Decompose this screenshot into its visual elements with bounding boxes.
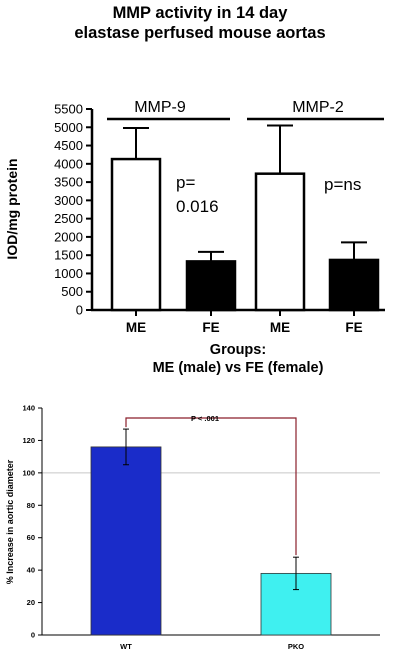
bottom-chart: % Increase in aortic diameter 0 20 40 60 80 1… [5,404,380,651]
top-y-tick-label: 2000 [54,229,83,244]
bottom-x-tick-label: WT [120,642,132,651]
top-chart-x-axis-label-line1: Groups: [210,342,266,358]
significance-annotation: P < .001 [191,414,219,423]
top-chart-y-axis-label: IOD/mg protein [4,158,20,259]
bottom-y-tick-label: 100 [22,468,35,477]
top-x-tick-label: FE [202,320,219,335]
top-y-tick-label: 5000 [54,120,83,135]
top-bar-3 [328,258,380,312]
top-y-tick-label: 500 [61,284,83,299]
group-label-mmp2: MMP-2 [292,99,344,116]
bottom-chart-bars [90,428,332,636]
bottom-chart-x-ticks: WT PKO [120,642,304,651]
bottom-y-tick-label: 80 [27,501,35,510]
bottom-bar-0 [90,446,162,636]
bottom-y-tick-label: 0 [31,631,35,640]
top-chart-title-line2: elastase perfused mouse aortas [74,24,325,42]
top-bar-0 [110,157,162,312]
top-chart-bars [110,124,380,312]
top-y-tick-label: 0 [76,303,83,318]
bottom-chart-y-ticks: 0 20 40 60 80 100 120 140 [22,404,42,640]
top-y-tick-label: 3000 [54,193,83,208]
top-y-tick-label: 2500 [54,211,83,226]
significance-bracket [125,417,297,556]
top-x-tick-label: ME [126,320,146,335]
annotation-mmp9-line1: p= [176,173,195,192]
top-chart-y-ticks: 0 500 1000 1500 2000 2500 3000 3500 4000 4500 5000… [54,102,92,318]
top-x-tick-label: FE [345,320,362,335]
top-bar-1 [185,260,237,312]
bottom-y-tick-label: 60 [27,533,35,542]
top-bar-2 [254,172,306,312]
top-chart-title-line1: MMP activity in 14 day [113,4,289,22]
top-y-tick-label: 5500 [54,102,83,117]
top-chart-x-axis-label-line2: ME (male) vs FE (female) [153,360,324,376]
bottom-y-tick-label: 20 [27,598,35,607]
bottom-y-tick-label: 120 [22,436,35,445]
bottom-chart-y-axis-label: % Increase in aortic diameter [5,459,15,584]
bottom-y-tick-label: 140 [22,404,35,413]
top-y-tick-label: 4500 [54,138,83,153]
annotation-mmp2: p=ns [324,175,361,194]
annotation-mmp9-line2: 0.016 [176,197,219,216]
top-x-tick-label: ME [270,320,290,335]
top-y-tick-label: 1500 [54,248,83,263]
top-chart-x-ticks: ME FE ME FE [126,310,363,335]
group-label-mmp9: MMP-9 [134,99,186,116]
top-y-tick-label: 4000 [54,156,83,171]
top-y-tick-label: 1000 [54,266,83,281]
top-y-tick-label: 3500 [54,175,83,190]
top-chart: MMP activity in 14 day elastase perfused… [4,4,385,376]
bottom-x-tick-label: PKO [288,642,304,651]
bottom-y-tick-label: 40 [27,566,35,575]
